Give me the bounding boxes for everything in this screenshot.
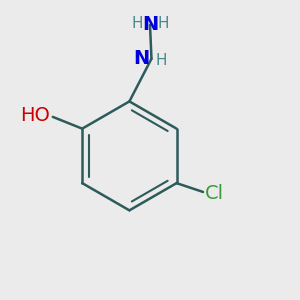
Text: N: N xyxy=(142,15,158,34)
Text: H: H xyxy=(158,16,169,31)
Text: H: H xyxy=(131,16,142,31)
Text: Cl: Cl xyxy=(205,184,224,203)
Text: H: H xyxy=(156,53,167,68)
Text: HO: HO xyxy=(20,106,50,125)
Text: N: N xyxy=(133,49,149,68)
